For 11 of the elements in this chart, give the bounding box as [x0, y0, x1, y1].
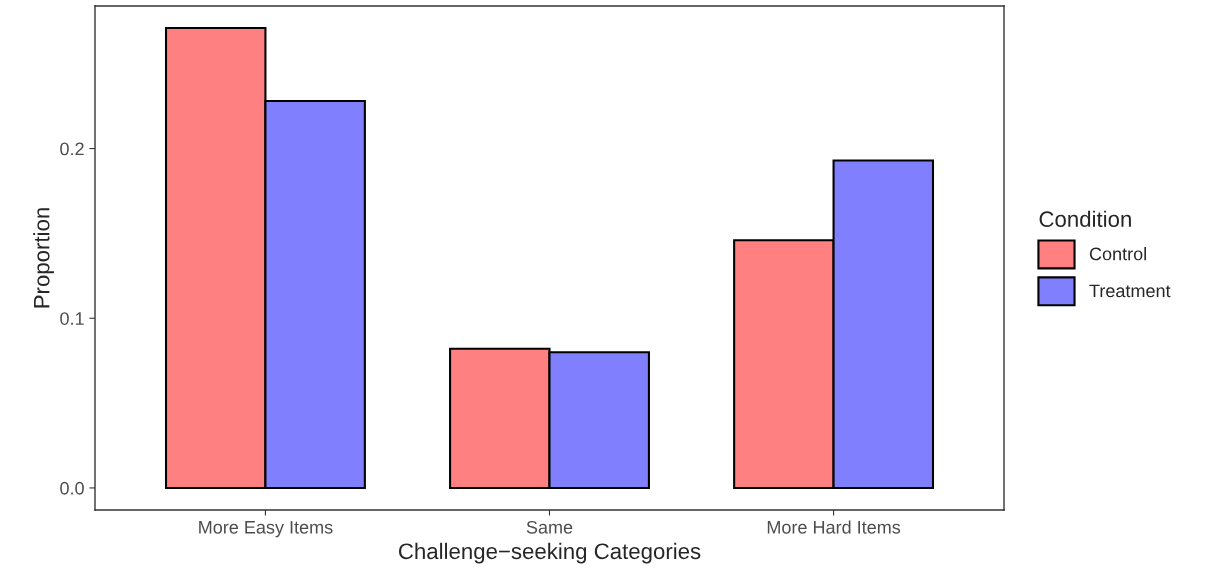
- x-tick-label: More Hard Items: [767, 520, 901, 534]
- x-axis-title: Challenge−seeking Categories: [398, 542, 701, 564]
- x-tick-label: More Easy Items: [199, 521, 333, 538]
- legend-title: Condition: [1039, 210, 1131, 228]
- y-tick-label: 0.0: [60, 481, 84, 495]
- y-tick-label: 0.2: [60, 142, 84, 156]
- y-axis-title: Proportion: [33, 208, 54, 308]
- legend-label: Control: [1089, 247, 1146, 261]
- y-tick-label: 0.1: [60, 312, 84, 325]
- x-tick-label: Same: [526, 520, 573, 534]
- legend-label: Treatment: [1089, 284, 1171, 298]
